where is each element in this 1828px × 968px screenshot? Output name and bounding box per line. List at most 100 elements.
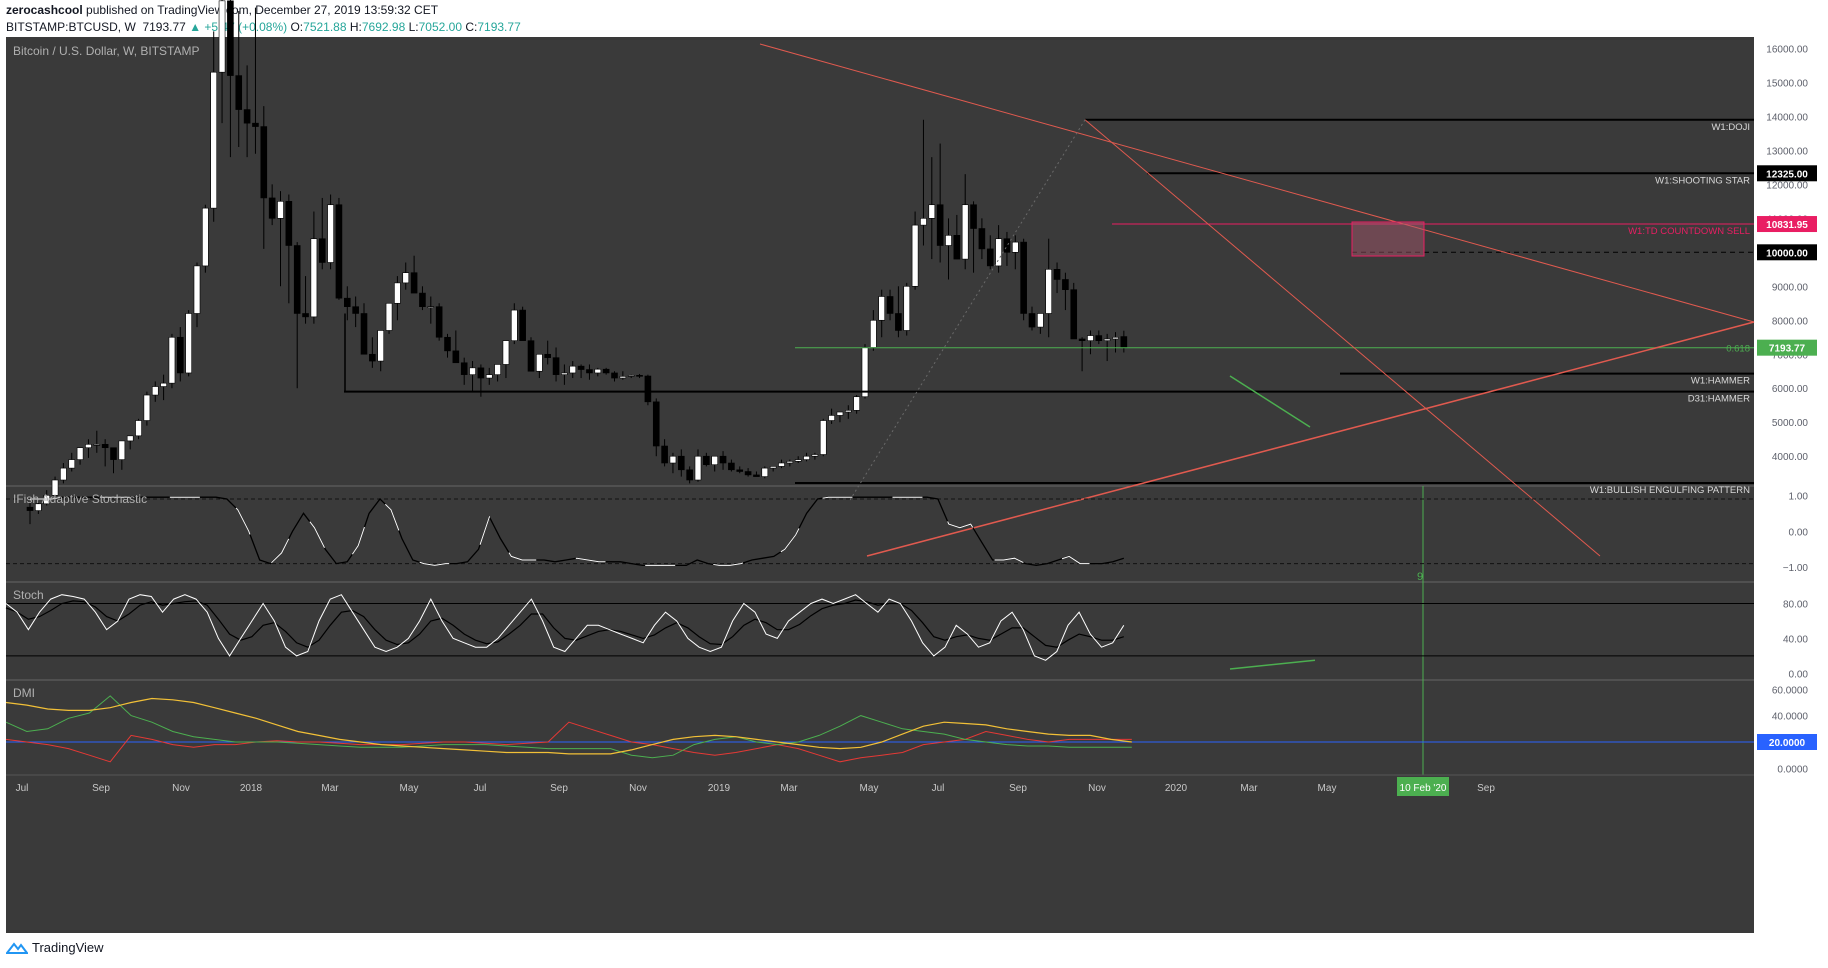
stoch-k-line bbox=[5, 594, 1125, 661]
close-value: 7193.77 bbox=[477, 20, 521, 34]
candle-body bbox=[118, 440, 126, 460]
candle-body bbox=[669, 455, 677, 464]
lower-trendline bbox=[866, 321, 1755, 557]
tradingview-logo-icon bbox=[6, 941, 28, 954]
time-axis-label: Jul bbox=[474, 783, 487, 794]
candle-body bbox=[235, 75, 243, 110]
price-axis-label: 7000.00 bbox=[1772, 350, 1809, 361]
price-label-box bbox=[1757, 244, 1817, 261]
price-axis-label: 12000.00 bbox=[1766, 180, 1808, 191]
candle-body bbox=[427, 306, 435, 308]
candle-body bbox=[686, 469, 693, 481]
candle-body bbox=[444, 336, 451, 352]
candle-body bbox=[519, 309, 526, 341]
candle-body bbox=[160, 382, 167, 387]
time-axis-label: Mar bbox=[1240, 783, 1258, 794]
candle-body bbox=[536, 353, 543, 372]
candle-body bbox=[895, 313, 902, 331]
candle-body bbox=[819, 420, 827, 455]
candle-body bbox=[452, 350, 460, 364]
candle-body bbox=[1020, 241, 1027, 314]
time-marker-label: 10 Feb '20 bbox=[1400, 783, 1447, 794]
indicator-axis-label: 80.00 bbox=[1783, 599, 1808, 610]
candle-body bbox=[293, 245, 301, 314]
candle-body bbox=[243, 109, 251, 124]
price-axis-label: 14000.00 bbox=[1766, 112, 1808, 123]
price-axis-background bbox=[1754, 37, 1828, 933]
time-axis-label: Sep bbox=[550, 783, 568, 794]
candle-body bbox=[26, 506, 34, 511]
candle-body bbox=[577, 365, 585, 370]
candle-body bbox=[995, 238, 1002, 267]
candle-body bbox=[252, 122, 259, 127]
candle-body bbox=[786, 461, 794, 464]
open-label: O: bbox=[290, 20, 304, 34]
chart-title: Bitcoin / U.S. Dollar, W, BITSTAMP bbox=[13, 44, 200, 58]
candle-body bbox=[627, 375, 635, 377]
candle-body bbox=[1053, 268, 1061, 280]
footer-brand[interactable]: TradingView bbox=[32, 940, 104, 955]
candle-body bbox=[460, 362, 468, 375]
time-axis-label: Mar bbox=[321, 783, 339, 794]
price-label-box bbox=[1757, 216, 1817, 233]
stoch-d-line bbox=[5, 599, 1124, 648]
price-axis-label: 16000.00 bbox=[1766, 44, 1808, 55]
candle-body bbox=[719, 455, 727, 464]
candle-body bbox=[736, 469, 744, 472]
low-value: 7052.00 bbox=[418, 20, 463, 34]
indicator-axis-label: −1.00 bbox=[1783, 563, 1809, 574]
price-axis-label: 15000.00 bbox=[1766, 78, 1808, 89]
dmi-minus-di-line bbox=[5, 721, 1132, 763]
candle-body bbox=[1120, 336, 1128, 348]
low-label: L: bbox=[408, 20, 419, 34]
candle-body bbox=[285, 201, 293, 246]
time-axis-label: Nov bbox=[629, 783, 647, 794]
candle-body bbox=[677, 455, 685, 471]
stoch-divergence-line bbox=[1229, 659, 1316, 670]
candle-body bbox=[218, 0, 226, 73]
annotation-label: W1:SHOOTING STAR bbox=[1655, 175, 1750, 186]
candle-body bbox=[101, 444, 109, 449]
time-axis-label: 2020 bbox=[1165, 783, 1188, 794]
candle-body bbox=[485, 374, 493, 379]
candle-body bbox=[953, 235, 961, 260]
publisher-line: zerocashcool published on TradingView.co… bbox=[6, 3, 438, 17]
candle-body bbox=[335, 204, 343, 299]
indicator-axis-label: 0.00 bbox=[1789, 669, 1809, 680]
candle-body bbox=[369, 353, 376, 362]
candle-body bbox=[644, 375, 652, 403]
candle-body bbox=[477, 367, 485, 379]
candle-body bbox=[569, 365, 577, 374]
candle-body bbox=[836, 411, 844, 416]
candle-body bbox=[844, 410, 852, 413]
time-axis-label: Sep bbox=[1477, 783, 1495, 794]
dmi-ref-label: 20.0000 bbox=[1769, 738, 1806, 749]
candle-body bbox=[302, 313, 309, 318]
indicator-axis-label: 40.0000 bbox=[1772, 712, 1809, 723]
candle-body bbox=[1112, 336, 1119, 340]
candle-body bbox=[193, 265, 201, 314]
candle-body bbox=[945, 235, 952, 246]
dmi-plus-di-line bbox=[5, 695, 1132, 759]
last-price: 7193.77 bbox=[142, 20, 186, 34]
price-label: 10000.00 bbox=[1766, 248, 1808, 259]
candle-body bbox=[377, 330, 385, 362]
candle-body bbox=[151, 386, 159, 396]
candle-body bbox=[227, 0, 234, 76]
candle-body bbox=[93, 444, 101, 446]
candle-body bbox=[911, 224, 919, 287]
candle-body bbox=[1037, 313, 1044, 328]
annotation-label: 0.618 bbox=[1726, 344, 1750, 355]
candle-body bbox=[552, 357, 560, 375]
candle-body bbox=[352, 306, 359, 314]
time-axis-label: Mar bbox=[780, 783, 798, 794]
candle-body bbox=[586, 369, 593, 374]
candle-body bbox=[870, 319, 877, 348]
time-axis-label: May bbox=[860, 783, 879, 794]
candle-body bbox=[920, 218, 927, 226]
candle-body bbox=[1103, 338, 1111, 341]
author[interactable]: zerocashcool bbox=[6, 3, 83, 17]
candle-body bbox=[126, 435, 134, 442]
time-axis-background bbox=[6, 775, 1754, 798]
